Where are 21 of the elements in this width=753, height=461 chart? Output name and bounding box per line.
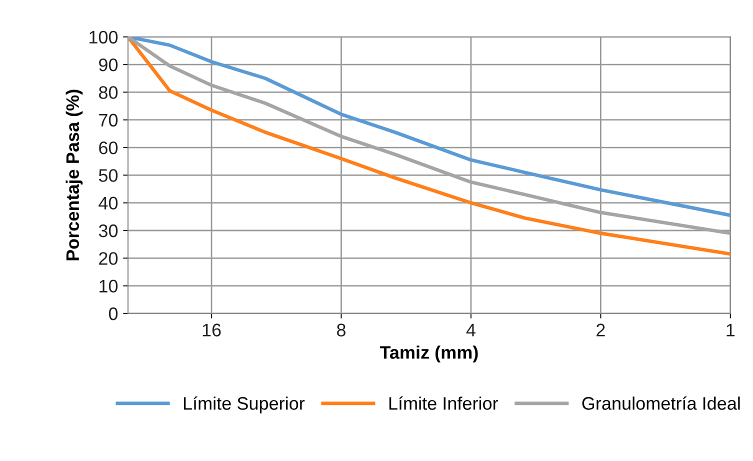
x-tick-label: 8: [337, 324, 346, 336]
y-tick-label: 30: [98, 224, 118, 238]
x-tick-label: 1: [726, 324, 735, 336]
y-tick-label: 0: [108, 307, 118, 320]
y-tick-label: 20: [99, 252, 118, 265]
x-tick-label: 4: [466, 324, 476, 336]
legend-label: Límite Superior: [184, 396, 305, 414]
x-axis-title: Tamiz (mm): [380, 346, 478, 362]
legend-label: Granulometría Ideal: [582, 396, 740, 410]
y-tick-label: 90: [99, 58, 118, 72]
y-tick-label: 10: [100, 280, 118, 293]
y-tick-label: 70: [99, 114, 118, 127]
x-tick-label: 16: [202, 324, 221, 336]
y-axis-title: Porcentaje Pasa (%): [66, 90, 83, 260]
y-tick-label: 80: [98, 86, 118, 99]
y-tick-label: 60: [99, 141, 118, 154]
legend-label: Límite Inferior: [389, 396, 498, 410]
x-tick-label: 2: [596, 324, 605, 336]
y-tick-label: 40: [98, 196, 118, 210]
y-tick-label: 100: [90, 30, 118, 44]
y-tick-label: 50: [98, 169, 118, 182]
